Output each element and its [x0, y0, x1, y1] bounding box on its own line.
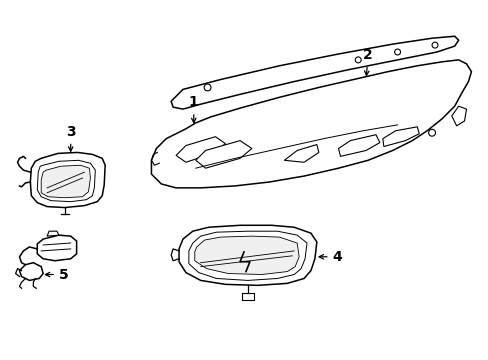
Polygon shape — [37, 235, 77, 261]
Polygon shape — [451, 106, 466, 126]
Polygon shape — [47, 231, 59, 236]
Text: 1: 1 — [188, 95, 198, 123]
Polygon shape — [188, 231, 306, 280]
Text: 5: 5 — [45, 267, 68, 282]
Polygon shape — [179, 225, 316, 285]
Polygon shape — [30, 152, 105, 208]
Polygon shape — [176, 137, 225, 162]
Polygon shape — [41, 165, 90, 198]
Polygon shape — [195, 141, 251, 168]
Text: 2: 2 — [363, 48, 372, 75]
Polygon shape — [20, 263, 43, 280]
Polygon shape — [382, 127, 418, 147]
Text: 4: 4 — [318, 250, 342, 264]
Polygon shape — [284, 145, 318, 162]
Polygon shape — [151, 60, 470, 188]
Polygon shape — [171, 36, 458, 109]
Polygon shape — [338, 135, 379, 156]
Polygon shape — [194, 236, 299, 275]
Polygon shape — [37, 160, 95, 202]
Text: 3: 3 — [66, 125, 75, 151]
